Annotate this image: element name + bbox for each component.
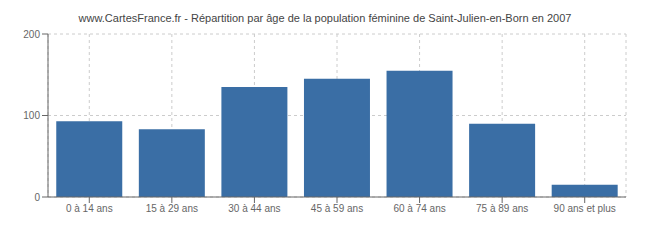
html-text:www.CartesFrance.fr - Répartit: www.CartesFrance.fr - Répartition par âg… [78,12,572,24]
svg-text:200: 200 [23,29,40,40]
svg-text:100: 100 [23,110,40,121]
svg-text:30 à 44 ans: 30 à 44 ans [228,203,280,214]
svg-text:60 à 74 ans: 60 à 74 ans [393,203,445,214]
svg-text:45 à 59 ans: 45 à 59 ans [311,203,363,214]
svg-text:15 à 29 ans: 15 à 29 ans [146,203,198,214]
svg-text:0: 0 [34,192,40,203]
svg-text:90 ans et plus: 90 ans et plus [554,203,616,214]
svg-text:0 à 14 ans: 0 à 14 ans [66,203,113,214]
svg-text:75 à 89 ans: 75 à 89 ans [476,203,528,214]
